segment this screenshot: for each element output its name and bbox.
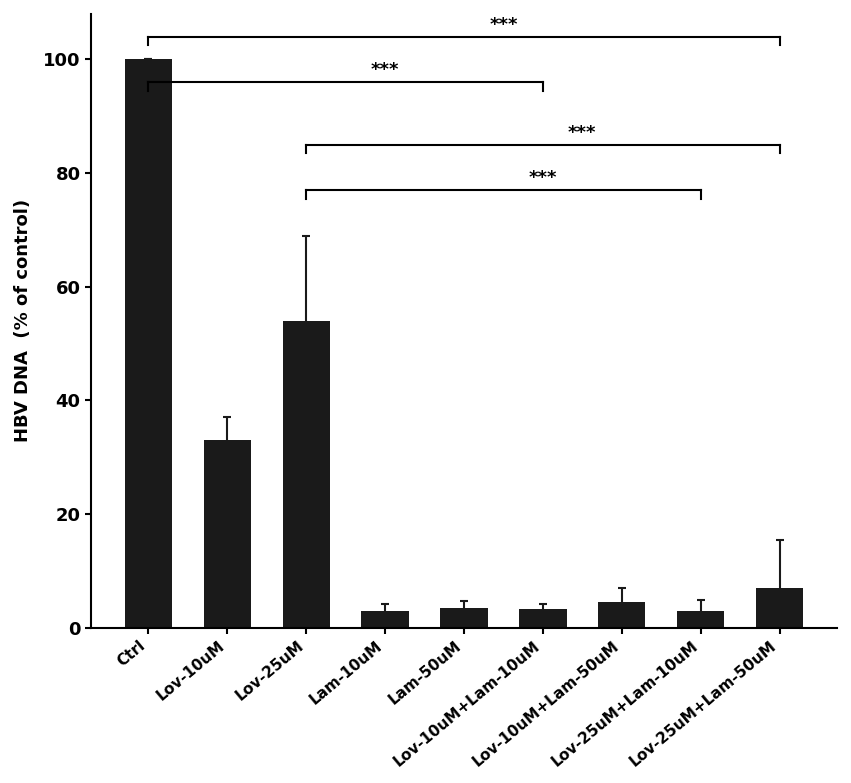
Bar xyxy=(362,611,408,628)
Bar xyxy=(283,321,330,628)
Bar xyxy=(677,611,724,628)
Text: ***: *** xyxy=(371,61,399,79)
Text: ***: *** xyxy=(489,16,517,34)
Bar xyxy=(756,588,803,628)
Bar xyxy=(125,60,172,628)
Text: ***: *** xyxy=(568,124,597,142)
Bar xyxy=(203,440,251,628)
Bar xyxy=(440,608,488,628)
Text: ***: *** xyxy=(528,169,557,187)
Bar xyxy=(598,602,645,628)
Y-axis label: HBV DNA  (% of control): HBV DNA (% of control) xyxy=(14,199,31,442)
Bar xyxy=(519,609,567,628)
